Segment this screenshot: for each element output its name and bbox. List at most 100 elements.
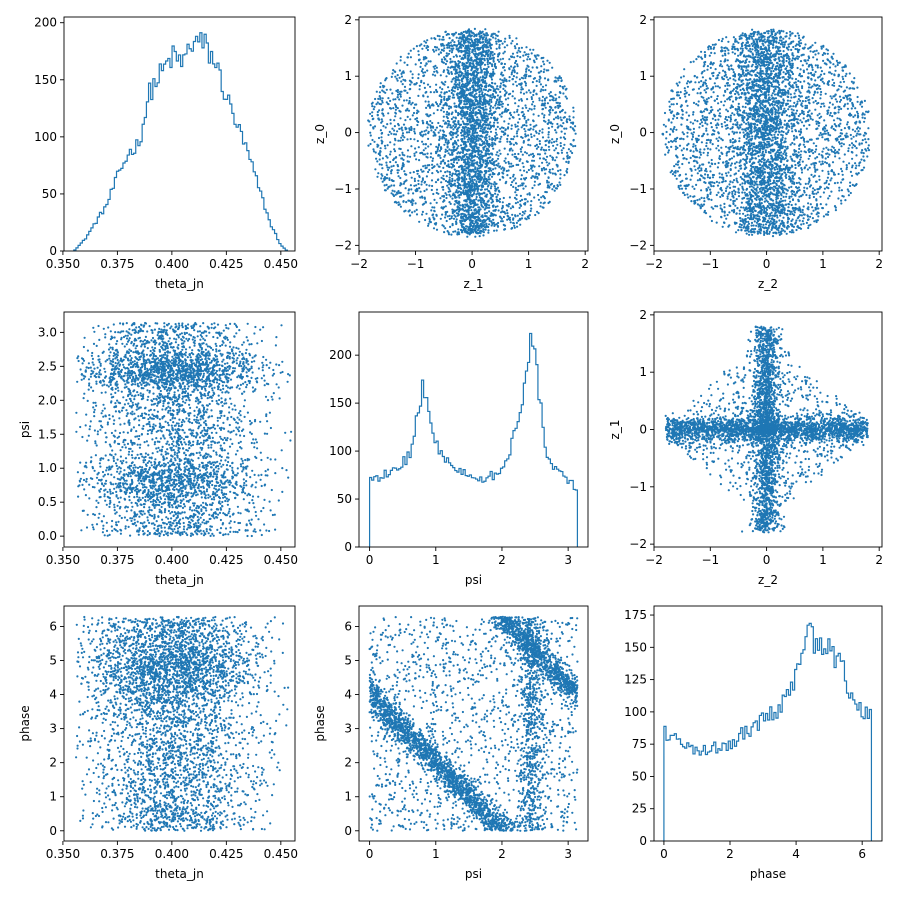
scatter-point (504, 89, 507, 92)
scatter-point (458, 81, 461, 85)
scatter-point (461, 168, 464, 171)
scatter-point (429, 85, 432, 88)
scatter-point (537, 198, 541, 201)
scatter-point (515, 188, 518, 191)
scatter-point (857, 130, 860, 133)
scatter-point (460, 117, 463, 120)
scatter-point (400, 90, 403, 93)
scatter-point (797, 88, 800, 91)
scatter-point (527, 53, 530, 56)
scatter-point (427, 100, 430, 103)
scatter-point (442, 38, 445, 41)
scatter-point (499, 152, 502, 155)
scatter-point (417, 50, 420, 53)
scatter-point (700, 196, 703, 199)
scatter-point (527, 55, 530, 58)
scatter-point (518, 206, 521, 209)
scatter-point (399, 117, 402, 120)
scatter-point (460, 158, 463, 161)
scatter-point (461, 216, 464, 219)
scatter-point (406, 138, 409, 141)
scatter-point (403, 180, 406, 184)
scatter-point (558, 104, 561, 107)
scatter-point (556, 122, 559, 126)
scatter-point (484, 93, 487, 96)
scatter-point (511, 149, 514, 152)
scatter-point (718, 155, 721, 158)
scatter-point (558, 102, 562, 105)
scatter-point (391, 72, 394, 75)
scatter-point (479, 219, 482, 222)
scatter-point (447, 52, 451, 55)
scatter-point (483, 127, 486, 130)
scatter-point (565, 170, 568, 173)
scatter-point (413, 138, 416, 141)
scatter-point (502, 126, 505, 130)
scatter-point (725, 154, 728, 157)
scatter-point (562, 122, 565, 125)
scatter-point (523, 203, 527, 206)
scatter-point (475, 92, 478, 95)
scatter-point (478, 199, 481, 202)
scatter-point (502, 52, 505, 55)
scatter-point (442, 185, 445, 189)
scatter-point (466, 88, 469, 91)
scatter-point (479, 119, 482, 122)
scatter-point (499, 100, 502, 103)
scatter-point (516, 225, 519, 228)
scatter-point (484, 214, 487, 218)
scatter-point (407, 52, 410, 55)
scatter-point (459, 191, 462, 194)
scatter-point (417, 73, 420, 76)
scatter-point (389, 141, 392, 144)
scatter-point (454, 109, 457, 112)
scatter-point (479, 66, 482, 69)
scatter-point (517, 105, 520, 108)
scatter-point (474, 235, 477, 238)
scatter-point (457, 120, 460, 123)
scatter-point (447, 107, 451, 110)
scatter-point (468, 30, 471, 33)
scatter-point (448, 49, 451, 53)
scatter-point (389, 99, 392, 102)
scatter-point (470, 56, 473, 59)
scatter-point (516, 214, 519, 217)
scatter-point (768, 232, 771, 235)
scatter-point (514, 214, 517, 217)
scatter-point (424, 41, 428, 44)
scatter-point (793, 81, 796, 84)
scatter-point (485, 171, 488, 174)
scatter-point (533, 89, 536, 92)
scatter-point (398, 154, 401, 157)
scatter-point (451, 39, 454, 42)
scatter-point (431, 159, 434, 162)
scatter-point (402, 200, 405, 203)
scatter-point (445, 55, 448, 58)
scatter-point (417, 77, 420, 80)
scatter-point (537, 114, 540, 117)
scatter-point (700, 118, 703, 121)
scatter-point (401, 138, 404, 142)
scatter-point (490, 213, 493, 216)
scatter-point (437, 105, 440, 108)
scatter-point (506, 153, 509, 156)
scatter-point (414, 63, 417, 66)
scatter-point (487, 178, 490, 181)
scatter-point (369, 134, 372, 137)
scatter-point (469, 218, 472, 221)
scatter-point (406, 149, 410, 152)
scatter-point (479, 129, 482, 133)
scatter-point (496, 85, 499, 88)
scatter-point (466, 76, 469, 79)
scatter-point (517, 185, 520, 188)
scatter-point (484, 138, 487, 141)
scatter-point (437, 131, 440, 134)
scatter-point (486, 61, 489, 64)
scatter-point (737, 169, 740, 172)
scatter-point (534, 175, 537, 178)
scatter-point (527, 89, 531, 92)
scatter-point (504, 132, 507, 136)
scatter-point (470, 114, 473, 117)
scatter-point (562, 147, 565, 150)
scatter-point (401, 104, 404, 107)
